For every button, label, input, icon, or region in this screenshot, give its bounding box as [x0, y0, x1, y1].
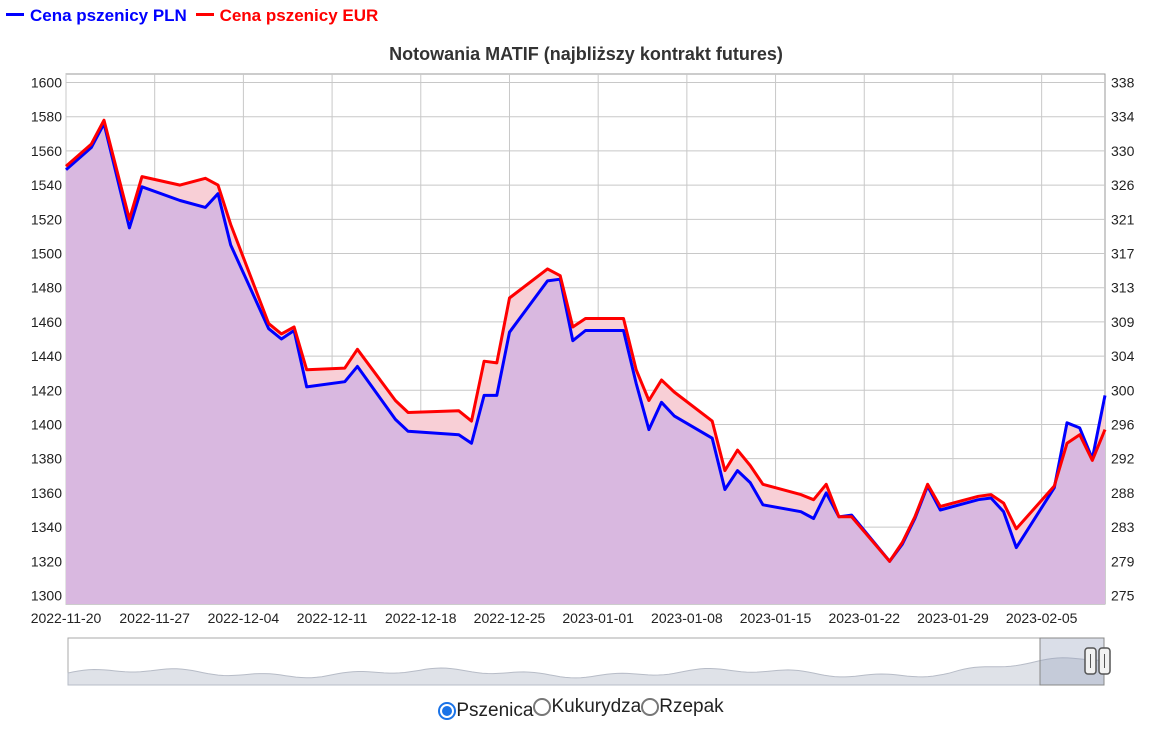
y-left-tick-label: 1460 [31, 314, 62, 330]
x-tick-label: 2023-01-08 [651, 610, 723, 626]
y-left-tick-label: 1580 [31, 109, 62, 125]
y-left-tick-label: 1440 [31, 348, 62, 364]
series-line-eur [65, 118, 1107, 563]
x-tick-label: 2023-02-05 [1006, 610, 1078, 626]
y-right-tick-label: 330 [1111, 143, 1135, 159]
radio-circle-icon[interactable] [533, 698, 552, 716]
y-left-tick-label: 1320 [31, 553, 62, 569]
series-line-pln [65, 122, 1107, 563]
y-left-tick-label: 1380 [31, 451, 62, 467]
radio-label: Kukurydza [551, 696, 642, 717]
radio-circle-icon[interactable] [438, 702, 457, 720]
radio-rzepak[interactable]: Rzepak [641, 696, 724, 718]
y-left-tick-label: 1360 [31, 485, 62, 501]
navigator-series [67, 657, 1105, 686]
y-left-tick-label: 1300 [31, 587, 62, 603]
legend-label-eur: Cena pszenicy EUR [219, 6, 379, 25]
y-right-tick-label: 288 [1111, 485, 1135, 501]
radio-circle-icon[interactable] [641, 698, 660, 716]
y-left-tick-label: 1520 [31, 211, 62, 227]
y-left-tick-label: 1400 [31, 416, 62, 432]
x-tick-label: 2022-11-20 [31, 610, 102, 626]
x-tick-label: 2022-11-27 [119, 610, 190, 626]
y-left-tick-label: 1340 [31, 519, 62, 535]
radio-label: Pszenica [456, 700, 534, 721]
y-right-tick-label: 317 [1111, 246, 1135, 262]
x-tick-label: 2023-01-01 [562, 610, 634, 626]
legend-line-eur [195, 13, 214, 17]
x-tick-label: 2022-12-25 [474, 610, 546, 626]
y-left-tick-label: 1540 [31, 177, 62, 193]
x-tick-label: 2022-12-18 [385, 610, 457, 626]
series-lines [65, 118, 1107, 563]
y-right-tick-label: 334 [1111, 109, 1135, 125]
navigator-handle[interactable] [1084, 647, 1111, 675]
y-right-tick-label: 292 [1111, 451, 1135, 467]
y-left-tick-label: 1420 [31, 382, 62, 398]
x-tick-label: 2023-01-15 [740, 610, 812, 626]
y-right-tick-label: 304 [1111, 348, 1135, 364]
price-chart: Notowania MATIF (najbliższy kontrakt fut… [31, 44, 1135, 686]
x-tick-label: 2023-01-22 [828, 610, 900, 626]
y-right-tick-label: 321 [1111, 211, 1135, 227]
y-right-tick-label: 313 [1111, 280, 1135, 296]
y-right-tick-label: 296 [1111, 416, 1135, 432]
y-right-tick-label: 326 [1111, 177, 1135, 193]
radio-label: Rzepak [659, 696, 724, 717]
x-tick-label: 2023-01-29 [917, 610, 989, 626]
legend-label-pln: Cena pszenicy PLN [30, 6, 187, 25]
area-fill [66, 123, 1105, 604]
commodity-selector: Pszenica Kukurydza Rzepak [0, 696, 1162, 722]
legend-item-pln[interactable]: Cena pszenicy PLN [6, 6, 187, 26]
y-right-tick-label: 275 [1111, 587, 1135, 603]
radio-kukurydza[interactable]: Kukurydza [533, 696, 641, 718]
navigator-window [1039, 637, 1105, 686]
y-left-tick-label: 1480 [31, 280, 62, 296]
y-right-tick-label: 300 [1111, 382, 1135, 398]
chart-legend: Cena pszenicy PLN Cena pszenicy EUR [6, 6, 382, 26]
chart-title: Notowania MATIF (najbliższy kontrakt fut… [389, 44, 783, 64]
radio-selected-dot [442, 706, 453, 716]
y-left-tick-label: 1600 [31, 75, 62, 91]
x-tick-label: 2022-12-11 [297, 610, 368, 626]
y-right-tick-label: 279 [1111, 553, 1135, 569]
y-left-tick-label: 1560 [31, 143, 62, 159]
y-right-tick-label: 309 [1111, 314, 1135, 330]
legend-item-eur[interactable]: Cena pszenicy EUR [195, 6, 379, 26]
navigator[interactable] [67, 637, 1111, 686]
x-tick-label: 2022-12-04 [208, 610, 280, 626]
y-left-tick-label: 1500 [31, 246, 62, 262]
legend-line-pln [6, 13, 24, 17]
area-fills [66, 120, 1105, 604]
y-right-tick-label: 283 [1111, 519, 1135, 535]
y-right-tick-label: 338 [1111, 75, 1135, 91]
axes: 1300 275 1320 279 1340 283 1360 288 1380 292 1400 2… [31, 75, 1135, 626]
radio-pszenica[interactable]: Pszenica [438, 700, 533, 722]
